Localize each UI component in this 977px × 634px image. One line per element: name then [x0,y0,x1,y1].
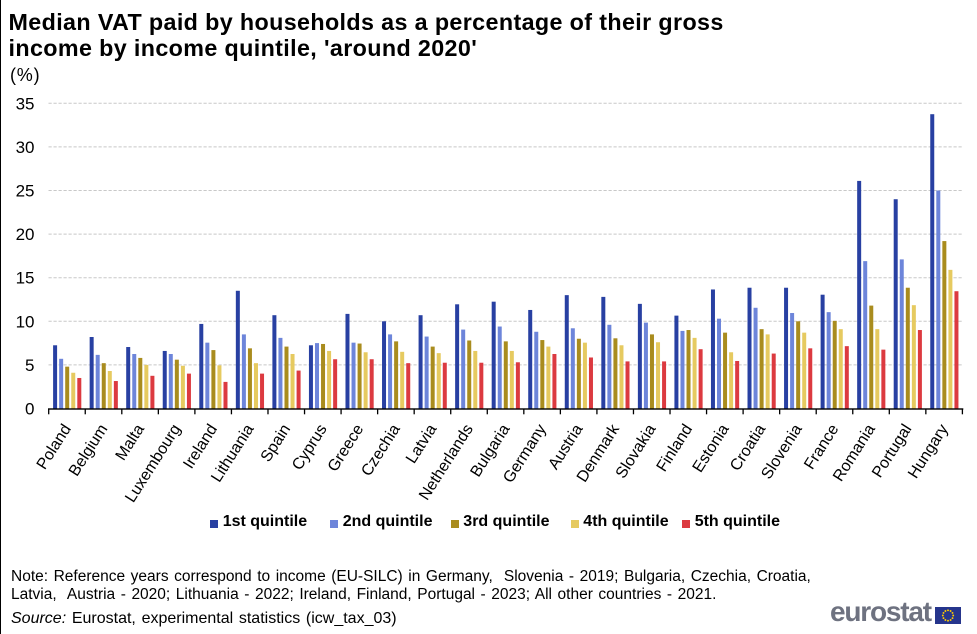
svg-text:0: 0 [25,400,34,419]
svg-text:35: 35 [16,94,35,113]
svg-text:Estonia: Estonia [690,421,733,475]
svg-text:Spain: Spain [258,422,294,466]
svg-text:30: 30 [16,138,35,157]
svg-text:Latvia: Latvia [403,421,440,466]
svg-text:20: 20 [16,225,35,244]
svg-text:25: 25 [16,182,35,201]
svg-text:5: 5 [25,356,34,375]
svg-text:15: 15 [16,269,35,288]
svg-text:Malta: Malta [113,421,148,463]
svg-text:10: 10 [16,312,35,331]
